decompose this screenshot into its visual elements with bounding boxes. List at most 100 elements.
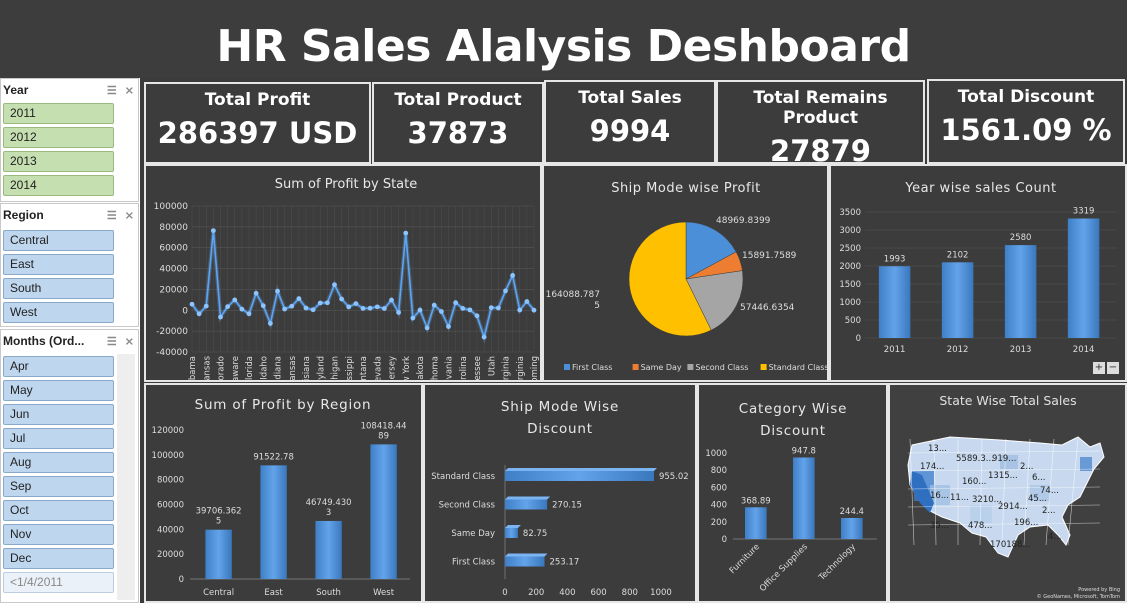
state-sales-map[interactable]: State Wise Total Sales 13... 174... 5589.3.… (890, 385, 1125, 601)
data-point (424, 325, 430, 331)
chart-title: Sum of Profit by Region (195, 397, 372, 413)
x-tick-label: Virginia (502, 356, 512, 380)
ship-mode-discount-chart: Ship Mode Wise Discount 0 200 400 600 800 1000 9… (431, 399, 689, 598)
kpi-total-sales: Total Sales 9994 (544, 80, 716, 164)
map-data-label: 5589.3... (956, 454, 994, 464)
months-slicer: Months (Ord... ☰ ⨯ Apr May Jun Jul Aug Se… (0, 329, 139, 603)
data-label: 947.8 (792, 446, 816, 456)
chart-title: Ship Mode Wise (501, 399, 619, 415)
state-border (907, 522, 1101, 526)
slicer-item-oct[interactable]: Oct (3, 500, 114, 521)
slicer-item-sep[interactable]: Sep (3, 476, 114, 497)
y-tick-label: 100000 (154, 202, 189, 212)
y-tick-label: 800 (711, 466, 727, 476)
chart-title-line2: Discount (527, 421, 593, 437)
slicer-item-dec[interactable]: Dec (3, 548, 114, 569)
clear-filter-icon[interactable]: ⨯ (124, 84, 134, 97)
slicer-item-nov[interactable]: Nov (3, 524, 114, 545)
data-point (510, 273, 516, 278)
state-border (933, 438, 937, 546)
data-point (310, 307, 316, 313)
slicer-item-east[interactable]: East (3, 254, 114, 275)
map-credit: Powered by Bing (1078, 587, 1120, 593)
state-border (907, 468, 1101, 472)
state-sales-map-panel: State Wise Total Sales 13... 174... 5589.3.… (888, 383, 1127, 603)
slicer-item-2012[interactable]: 2012 (3, 127, 114, 148)
x-tick-label: West (373, 588, 395, 598)
data-point (396, 310, 402, 315)
slicer-item-west[interactable]: West (3, 302, 114, 323)
y-tick-label: 0 (722, 535, 727, 545)
slicer-scrollbar[interactable] (117, 354, 135, 600)
map-data-label: 160... (962, 477, 986, 487)
bar (505, 528, 518, 538)
data-point (403, 230, 409, 236)
state-region (970, 505, 992, 523)
data-point (218, 314, 223, 320)
x-tick-label: North Dakota (416, 356, 426, 380)
map-data-label: 4... (1048, 532, 1062, 542)
x-tick-label: Michigan (331, 356, 341, 380)
x-tick-label: 1000 (650, 588, 672, 598)
clear-filter-icon[interactable]: ⨯ (124, 209, 134, 222)
x-tick-label: Maryland (316, 356, 326, 380)
slicer-item-2011[interactable]: 2011 (3, 103, 114, 124)
data-label: 5 (216, 517, 221, 527)
x-tick-label: Alabama (188, 356, 198, 380)
data-point (267, 321, 273, 326)
multi-select-icon[interactable]: ☰ (106, 84, 117, 97)
data-point (189, 301, 195, 307)
slicer-item-may[interactable]: May (3, 380, 114, 401)
kpi-total-product: Total Product 37873 (372, 82, 544, 164)
map-data-label: 11... (950, 493, 969, 503)
kpi-label: Total Remains Product (753, 88, 888, 128)
x-tick-label: Idaho (259, 356, 269, 380)
slicer-item-jun[interactable]: Jun (3, 404, 114, 425)
slicer-item-central[interactable]: Central (3, 230, 114, 251)
clear-filter-icon[interactable]: ⨯ (124, 335, 134, 348)
slicer-item-2013[interactable]: 2013 (3, 151, 114, 172)
data-label: 3319 (1073, 207, 1095, 217)
slicer-item-apr[interactable]: Apr (3, 356, 114, 377)
x-tick-label: Montana (359, 356, 369, 380)
x-tick-label: 400 (559, 588, 575, 598)
data-point (438, 309, 444, 314)
chart-title: Category Wise (739, 401, 848, 417)
slicer-item-south[interactable]: South (3, 278, 114, 299)
state-border (1067, 438, 1079, 546)
slicer-item-2014[interactable]: 2014 (3, 175, 114, 196)
bar (793, 457, 815, 539)
x-tick-label: Indiana (274, 356, 284, 380)
pie-slice (628, 221, 712, 337)
x-tick-label: 2011 (884, 345, 906, 355)
data-point (346, 304, 352, 310)
y-tick-label: 2500 (839, 244, 861, 254)
y-tick-label: 120000 (152, 426, 184, 436)
year-slicer: Year ☰ ⨯ 2011 2012 2013 2014 (0, 78, 139, 202)
data-label: 955.02 (659, 472, 689, 482)
map-data-label: 13... (928, 444, 947, 454)
slicer-item-aug[interactable]: Aug (3, 452, 114, 473)
data-point (282, 306, 288, 312)
multi-select-icon[interactable]: ☰ (106, 209, 117, 222)
data-label: 368.89 (741, 496, 771, 506)
y-tick-label: 20000 (159, 285, 188, 295)
bar (315, 520, 342, 579)
bar (505, 499, 548, 510)
months-slicer-label: Months (Ord... (3, 334, 85, 348)
data-label: 1993 (884, 254, 906, 264)
map-data-label: 2... (1042, 506, 1056, 516)
data-point (275, 288, 280, 294)
zoom-out-button[interactable]: − (1107, 362, 1119, 374)
x-tick-label: Delaware (231, 356, 241, 380)
data-point (460, 306, 466, 311)
x-tick-label: Louisiana (302, 356, 312, 380)
slicer-item-jul[interactable]: Jul (3, 428, 114, 449)
x-tick-label: 2012 (947, 345, 969, 355)
data-point (324, 300, 330, 306)
slicer-item-date[interactable]: <1/4/2011 (3, 572, 114, 593)
zoom-in-button[interactable]: + (1093, 362, 1105, 374)
y-tick-label: 60000 (157, 501, 184, 511)
multi-select-icon[interactable]: ☰ (106, 335, 117, 348)
data-point (339, 296, 345, 302)
